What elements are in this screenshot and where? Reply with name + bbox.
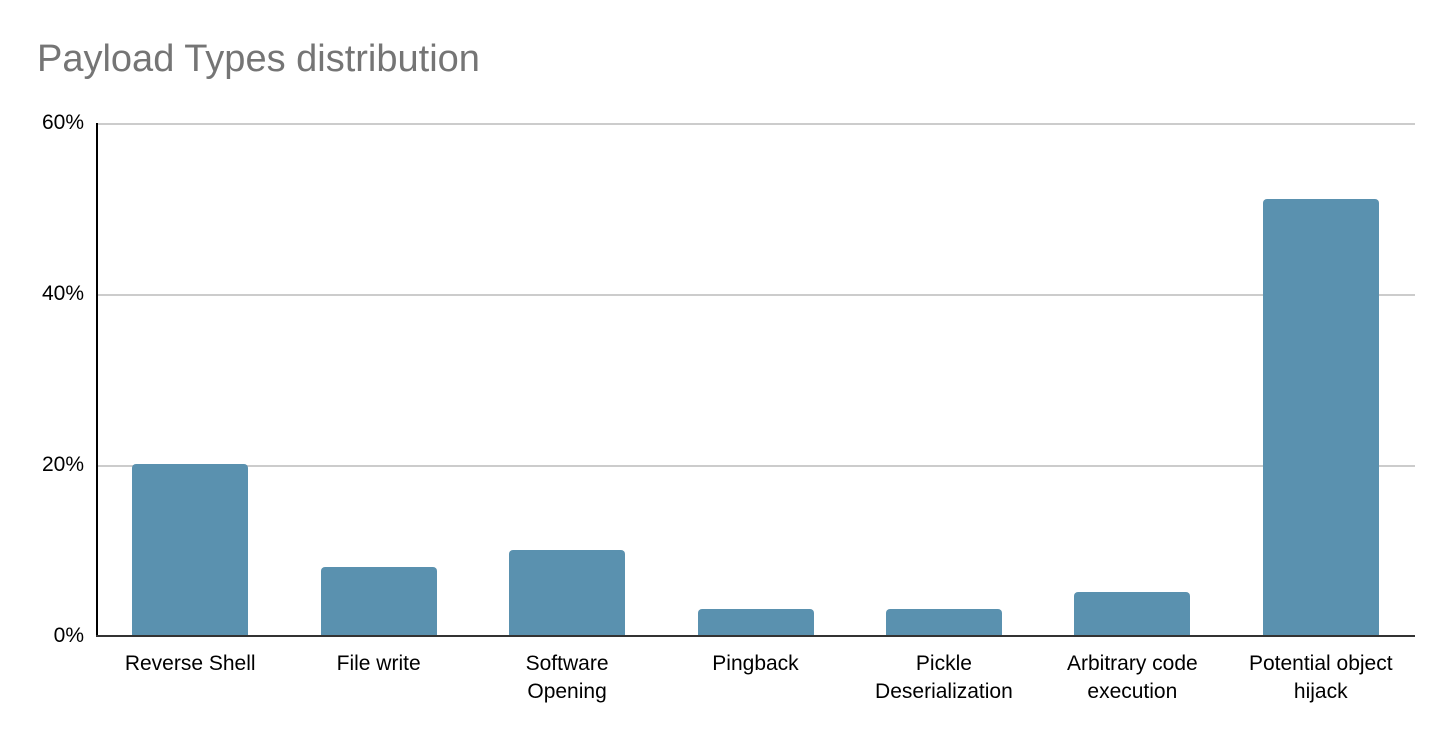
x-tick-label-line: Software bbox=[525, 652, 609, 675]
bar-software-opening bbox=[509, 549, 626, 635]
gridline-60 bbox=[96, 123, 1415, 125]
chart-title: Payload Types distribution bbox=[37, 38, 480, 80]
y-axis-line bbox=[96, 123, 98, 637]
bar-arbitrary-code-execution bbox=[1074, 592, 1191, 635]
x-tick-label-line: Deserialization bbox=[875, 680, 1013, 703]
x-tick-label: Pingback bbox=[666, 650, 846, 678]
x-tick-label-line: Potential object bbox=[1248, 652, 1393, 675]
x-tick-label-line: hijack bbox=[1293, 680, 1348, 703]
x-tick-label-line: Pingback bbox=[712, 652, 799, 675]
x-tick-label: Pickle Deserialization bbox=[854, 650, 1034, 706]
y-tick-60: 60% bbox=[41, 111, 84, 134]
bar-pingback bbox=[697, 609, 814, 635]
x-tick-label-line: Reverse Shell bbox=[124, 652, 256, 675]
x-tick-label: File write bbox=[289, 650, 469, 678]
bar-potential-object-hijack bbox=[1262, 198, 1379, 635]
y-tick-20: 20% bbox=[41, 453, 84, 476]
bar-pickle-deserialization bbox=[885, 609, 1002, 635]
x-axis-line bbox=[96, 635, 1415, 637]
x-tick-label: Software Opening bbox=[477, 650, 657, 706]
gridline-40 bbox=[96, 294, 1415, 296]
x-tick-label-line: Arbitrary code bbox=[1066, 652, 1198, 675]
y-tick-0: 0% bbox=[53, 624, 84, 647]
x-tick-label: Reverse Shell bbox=[100, 650, 280, 678]
x-tick-label-line: Pickle bbox=[915, 652, 972, 675]
x-tick-label: Arbitrary code execution bbox=[1042, 650, 1222, 706]
bar-reverse-shell bbox=[132, 464, 249, 635]
bar-file-write bbox=[320, 566, 437, 635]
x-tick-label-line: execution bbox=[1087, 680, 1178, 703]
gridline-20 bbox=[96, 465, 1415, 467]
plot-area bbox=[96, 123, 1415, 637]
x-tick-label-line: Opening bbox=[527, 680, 607, 703]
y-tick-40: 40% bbox=[41, 282, 84, 305]
x-tick-label-line: File write bbox=[336, 652, 421, 675]
x-tick-label: Potential object hijack bbox=[1231, 650, 1411, 706]
